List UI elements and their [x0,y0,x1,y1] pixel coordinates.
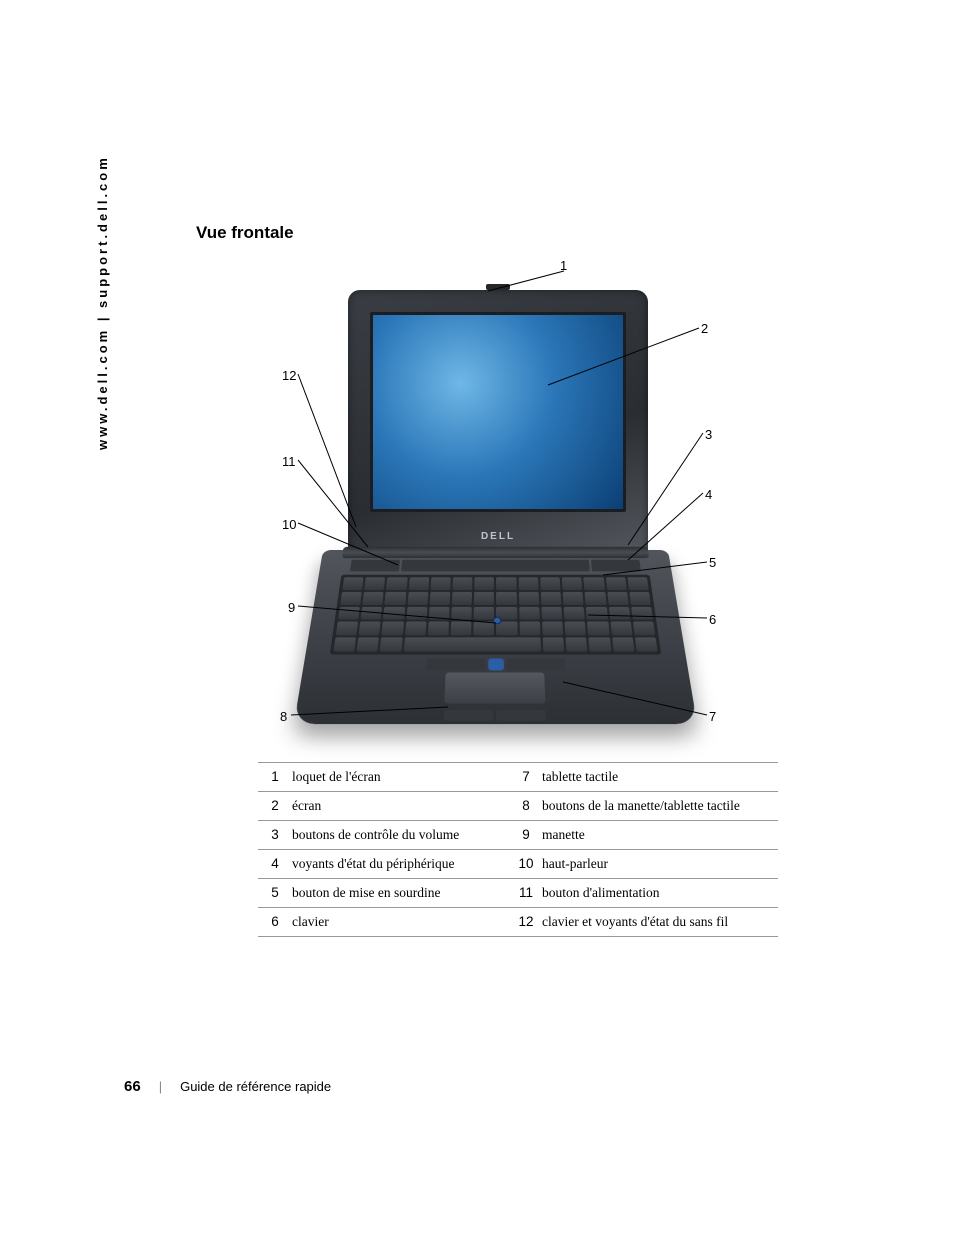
legend-label: écran [292,798,510,814]
laptop-base [323,550,668,750]
legend-num: 6 [258,914,292,930]
callout-5: 5 [709,555,716,570]
legend-label: voyants d'état du périphérique [292,856,510,872]
sidebar-url-text: www.dell.com | support.dell.com [95,155,110,450]
legend-num: 4 [258,856,292,872]
keyboard [330,575,662,655]
front-view-diagram: DELL [258,255,778,755]
legend-label: boutons de contrôle du volume [292,827,510,843]
legend-label: boutons de la manette/tablette tactile [542,798,778,814]
trackpoint [493,617,502,624]
legend-row: 3boutons de contrôle du volume9manette [258,821,778,850]
legend-num: 7 [510,769,542,785]
legend-num: 10 [510,856,542,872]
footer-title: Guide de référence rapide [180,1079,331,1094]
legend-label: bouton de mise en sourdine [292,885,510,901]
page-footer: 66 | Guide de référence rapide [124,1078,331,1095]
legend-label: haut-parleur [542,856,778,872]
legend-num: 9 [510,827,542,843]
legend-num: 12 [510,914,542,930]
legend-table: 1loquet de l'écran7tablette tactile2écra… [258,762,778,937]
legend-label: bouton d'alimentation [542,885,778,901]
callout-1: 1 [560,258,567,273]
legend-row: 2écran8boutons de la manette/tablette ta… [258,792,778,821]
callout-11: 11 [282,454,296,469]
legend-row: 4voyants d'état du périphérique10haut-pa… [258,850,778,879]
top-button-row [350,560,641,572]
callout-12: 12 [282,368,296,383]
callout-3: 3 [705,427,712,442]
callout-8: 8 [280,709,287,724]
callout-9: 9 [288,600,295,615]
legend-label: clavier et voyants d'état du sans fil [542,914,778,930]
touchpad [444,672,545,703]
legend-row: 6clavier12clavier et voyants d'état du s… [258,908,778,937]
page-number: 66 [124,1078,141,1095]
touchpad-area [423,659,568,713]
legend-num: 11 [510,885,542,901]
callout-2: 2 [701,321,708,336]
legend-num: 1 [258,769,292,785]
legend-num: 3 [258,827,292,843]
legend-label: tablette tactile [542,769,778,785]
legend-num: 2 [258,798,292,814]
callout-10: 10 [282,517,296,532]
legend-label: loquet de l'écran [292,769,510,785]
footer-separator: | [159,1079,162,1094]
legend-row: 5bouton de mise en sourdine11bouton d'al… [258,879,778,908]
laptop-illustration: DELL [323,290,668,740]
section-heading: Vue frontale [196,223,294,243]
laptop-lid: DELL [348,290,648,560]
callout-6: 6 [709,612,716,627]
laptop-screen [370,312,626,512]
legend-label: clavier [292,914,510,930]
callout-4: 4 [705,487,712,502]
legend-row: 1loquet de l'écran7tablette tactile [258,763,778,792]
legend-num: 5 [258,885,292,901]
lid-latch [486,284,510,290]
legend-num: 8 [510,798,542,814]
dell-logo: DELL [481,531,515,542]
hinge [342,547,649,558]
callout-7: 7 [709,709,716,724]
base-top-surface [294,550,697,724]
legend-label: manette [542,827,778,843]
